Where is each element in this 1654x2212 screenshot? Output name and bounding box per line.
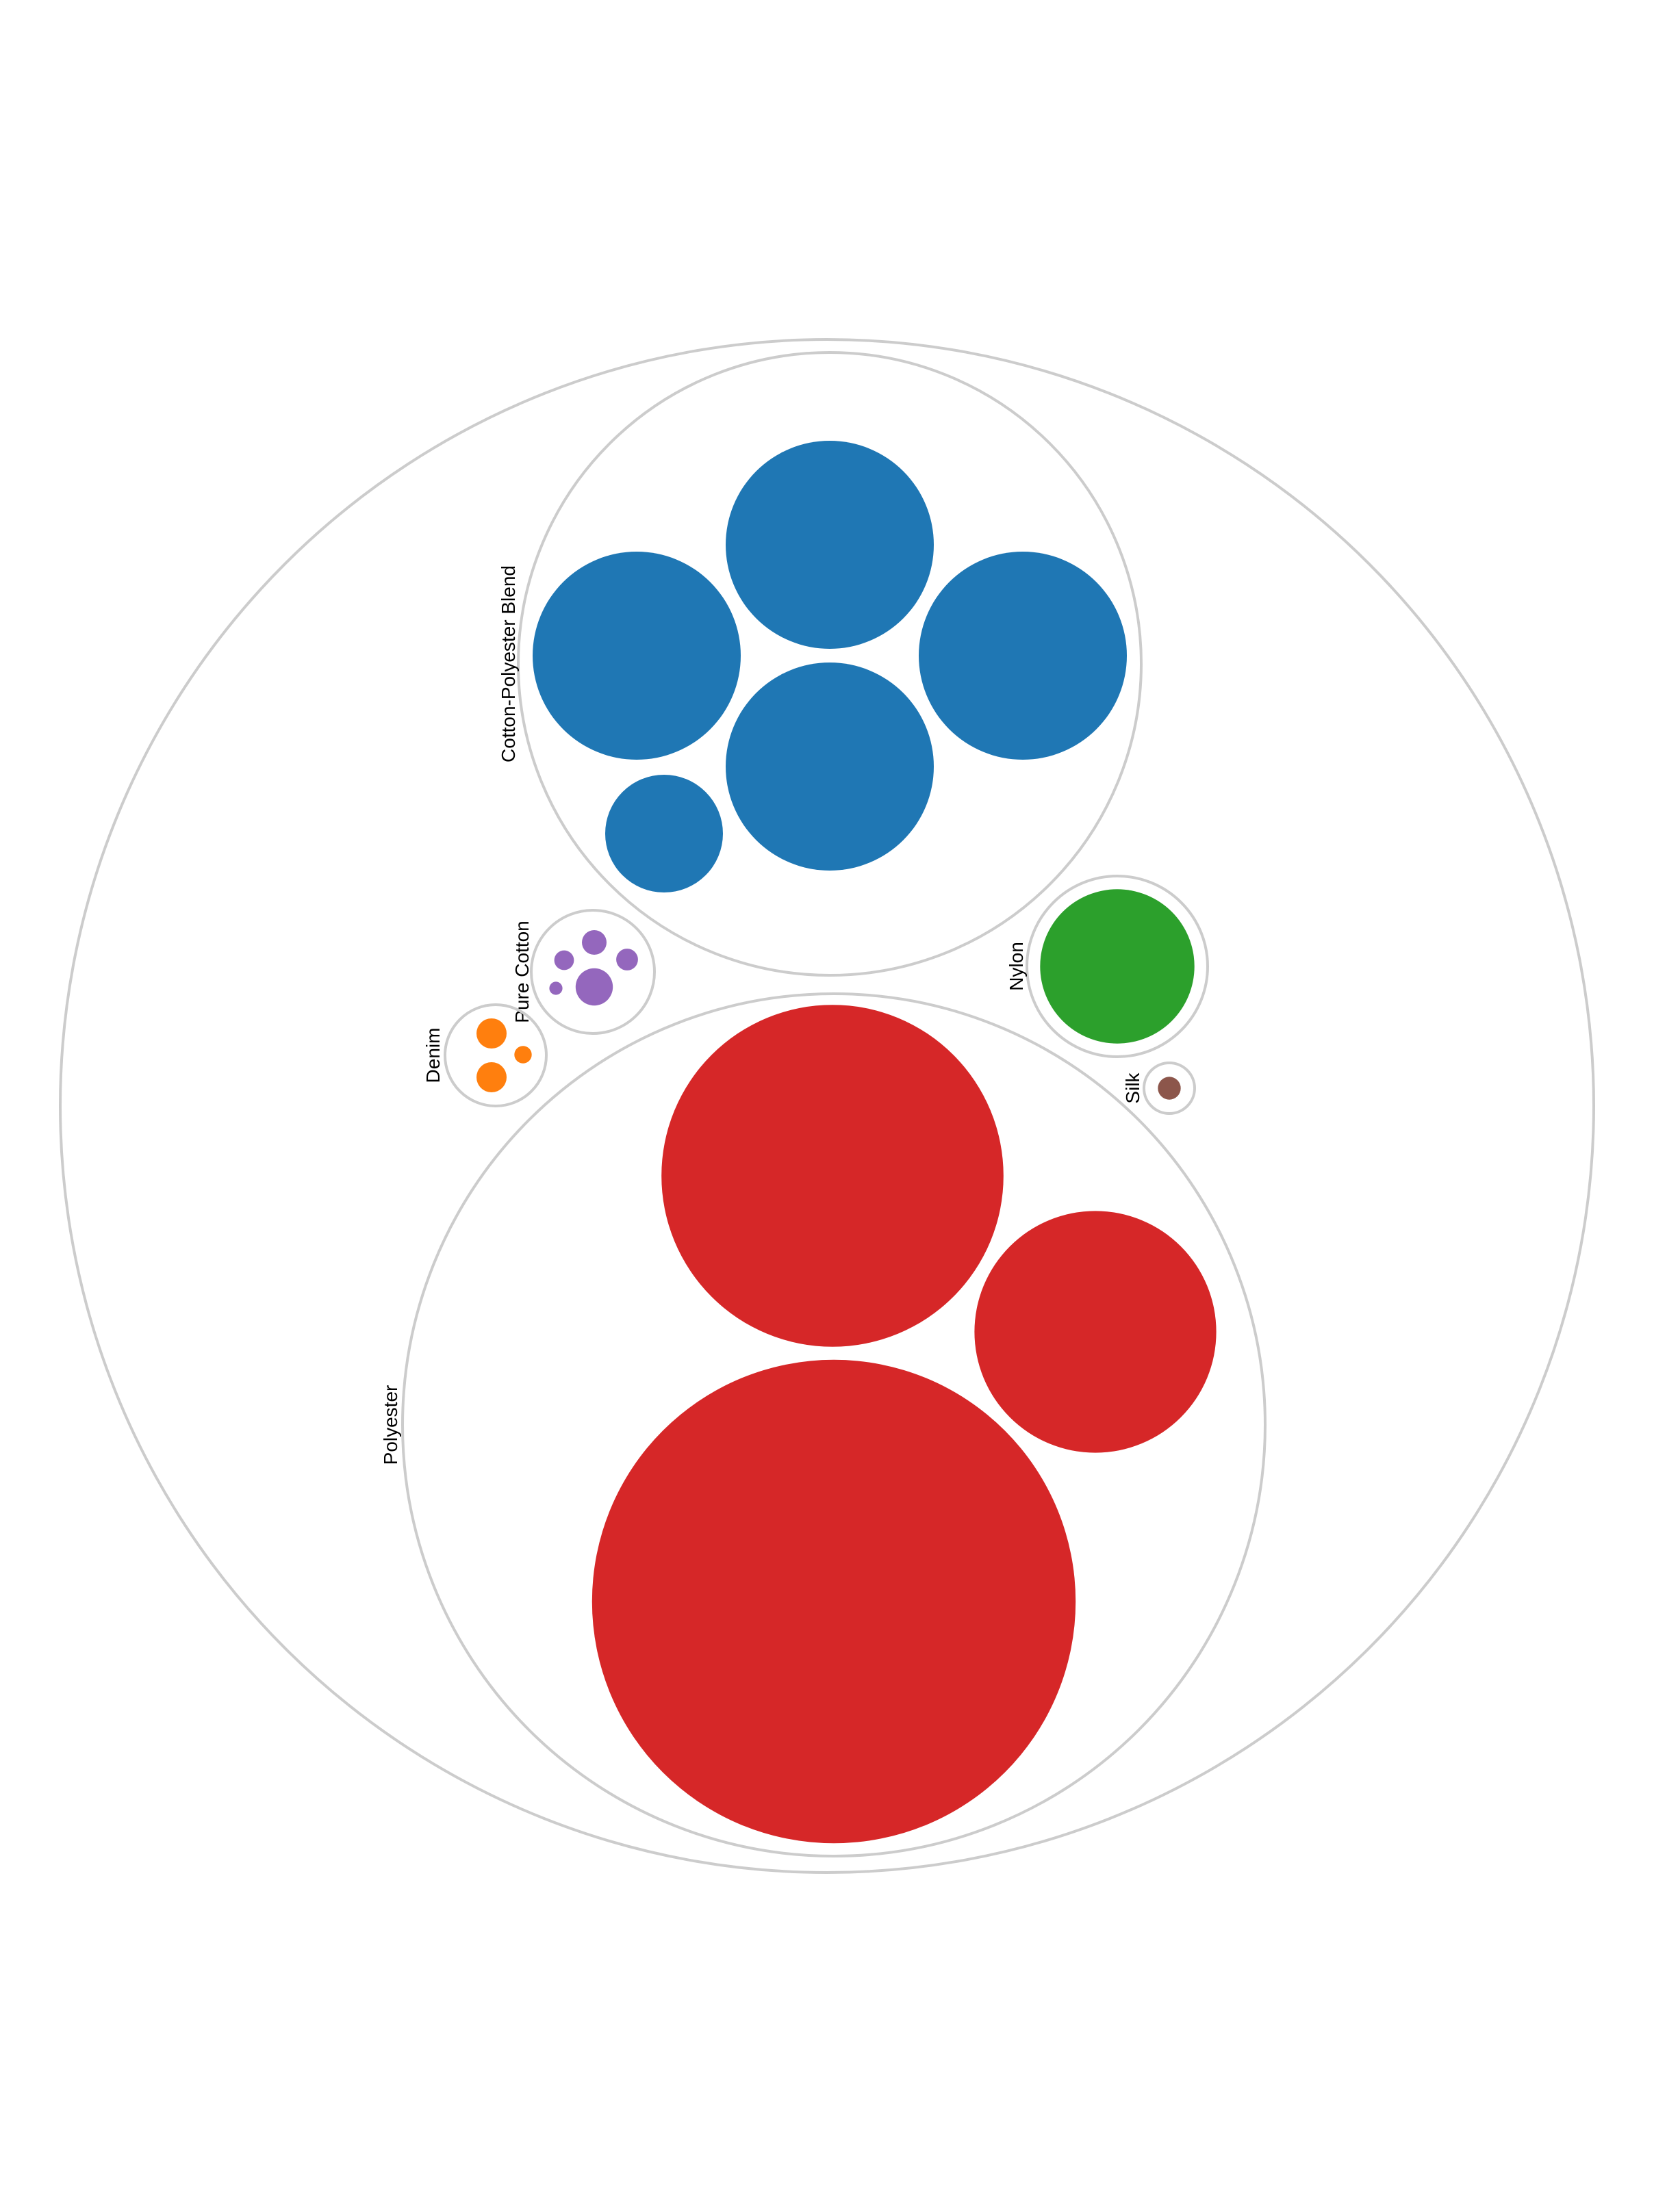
group-outline-polyester — [401, 992, 1267, 1857]
bubble-denim-2 — [476, 1062, 507, 1092]
bubble-pure-cotton-3 — [616, 949, 638, 970]
bubble-denim-3 — [514, 1046, 532, 1064]
bubble-pure-cotton-1 — [575, 968, 613, 1006]
group-nylon: Nylon — [1006, 875, 1209, 1058]
bubbles-cotton-polyester-blend — [533, 441, 1127, 892]
bubble-pure-cotton-4 — [554, 950, 574, 970]
bubbles-nylon — [1040, 889, 1195, 1044]
group-label-denim: Denim — [422, 1028, 444, 1083]
group-outline-denim — [444, 1003, 548, 1107]
bubbles-denim — [476, 1018, 532, 1092]
bubble-nylon-1 — [1040, 889, 1195, 1044]
group-outline-pure-cotton — [530, 909, 656, 1035]
group-silk: Silk — [1122, 1062, 1196, 1115]
bubble-polyester-2 — [661, 1005, 1004, 1347]
group-label-silk: Silk — [1122, 1072, 1143, 1103]
group-label-cotton-polyester-blend: Cotton-Polyester Blend — [498, 565, 519, 762]
bubble-polyester-3 — [974, 1211, 1217, 1453]
bubble-cotton-polyester-blend-3 — [919, 552, 1127, 760]
bubble-silk-1 — [1158, 1077, 1181, 1100]
bubble-cotton-polyester-blend-2 — [533, 552, 741, 760]
group-outline-nylon — [1026, 875, 1209, 1058]
group-outline-cotton-polyester-blend — [517, 351, 1143, 977]
bubble-cotton-polyester-blend-5 — [605, 775, 723, 892]
bubbles-silk — [1158, 1077, 1181, 1100]
bubbles-pure-cotton — [549, 930, 638, 1006]
group-outline-silk — [1143, 1062, 1196, 1115]
bubble-denim-1 — [476, 1018, 507, 1049]
group-label-pure-cotton: Pure Cotton — [511, 921, 533, 1023]
bubble-polyester-1 — [591, 1359, 1076, 1844]
root-circle — [59, 338, 1595, 1874]
group-pure-cotton: Pure Cotton — [511, 909, 656, 1035]
group-cotton-polyester-blend: Cotton-Polyester Blend — [498, 351, 1143, 977]
bubble-cotton-polyester-blend-1 — [726, 441, 934, 649]
bubble-pure-cotton-2 — [582, 930, 607, 955]
bubble-pure-cotton-5 — [549, 981, 563, 995]
bubble-cotton-polyester-blend-4 — [726, 663, 934, 871]
group-denim: Denim — [422, 1003, 548, 1107]
group-polyester: Polyester — [380, 992, 1267, 1857]
bubbles-polyester — [591, 1005, 1217, 1844]
group-label-polyester: Polyester — [380, 1385, 401, 1465]
group-label-nylon: Nylon — [1006, 942, 1027, 991]
